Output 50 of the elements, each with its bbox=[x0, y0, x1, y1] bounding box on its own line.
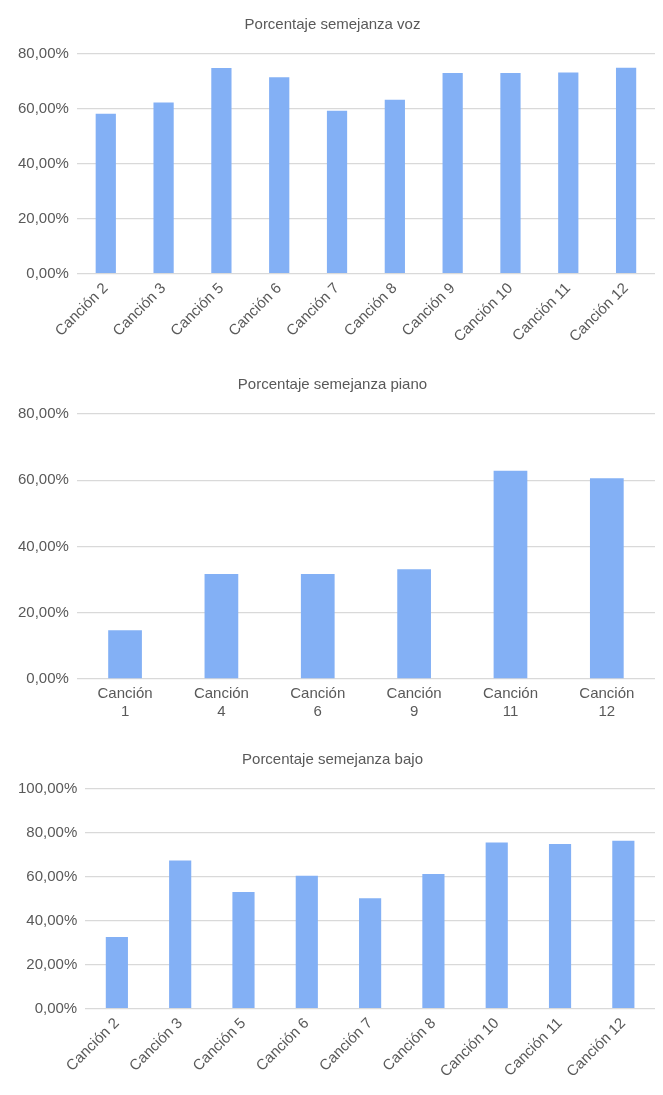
bar bbox=[169, 860, 192, 1008]
y-tick-label: 20,00% bbox=[18, 208, 69, 226]
bar bbox=[442, 72, 463, 273]
bar bbox=[108, 630, 142, 679]
y-tick-label: 40,00% bbox=[26, 910, 78, 928]
y-tick-label: 40,00% bbox=[18, 536, 69, 554]
y-tick-label: 0,00% bbox=[26, 669, 69, 687]
bar bbox=[397, 569, 431, 679]
y-tick-label: 0,00% bbox=[26, 263, 69, 281]
x-tick-label: Canción 9 bbox=[386, 684, 442, 720]
bar bbox=[589, 478, 624, 679]
bar bbox=[211, 68, 232, 273]
y-tick-label: 20,00% bbox=[26, 954, 78, 972]
bar bbox=[105, 937, 128, 1008]
bar bbox=[422, 873, 445, 1008]
bar bbox=[295, 875, 318, 1008]
y-tick-label: 60,00% bbox=[18, 99, 69, 117]
bar bbox=[500, 72, 521, 273]
x-tick-label: Canción 1 bbox=[97, 684, 153, 720]
y-tick-label: 0,00% bbox=[34, 998, 78, 1016]
bar bbox=[612, 840, 635, 1008]
bar bbox=[485, 842, 508, 1008]
bar bbox=[204, 573, 239, 679]
bar bbox=[615, 67, 637, 273]
chart-title: Porcentaje semejanza voz bbox=[244, 15, 421, 33]
bar bbox=[300, 573, 335, 679]
chart-title: Porcentaje semejanza bajo bbox=[242, 750, 423, 768]
chart-title: Porcentaje semejanza piano bbox=[237, 375, 428, 393]
y-tick-label: 100,00% bbox=[18, 779, 78, 797]
y-tick-label: 80,00% bbox=[26, 823, 78, 841]
x-tick-label: Canción 4 bbox=[193, 684, 249, 720]
y-tick-label: 20,00% bbox=[18, 602, 69, 620]
y-tick-label: 80,00% bbox=[18, 44, 69, 62]
bar bbox=[232, 892, 255, 1008]
bar bbox=[326, 110, 348, 273]
y-tick-label: 40,00% bbox=[18, 153, 69, 171]
bar bbox=[359, 898, 382, 1008]
bar bbox=[558, 72, 579, 273]
x-tick-label: Canción 12 bbox=[579, 684, 635, 720]
bar bbox=[95, 113, 116, 273]
y-tick-label: 60,00% bbox=[26, 866, 78, 884]
bar bbox=[269, 77, 290, 273]
bar bbox=[548, 844, 572, 1008]
bar bbox=[384, 99, 405, 273]
bar bbox=[153, 102, 174, 273]
bar bbox=[493, 470, 528, 679]
y-tick-label: 60,00% bbox=[18, 470, 69, 488]
y-tick-label: 80,00% bbox=[18, 404, 69, 422]
x-tick-label: Canción 11 bbox=[482, 684, 538, 720]
x-tick-label: Canción 6 bbox=[290, 684, 346, 720]
